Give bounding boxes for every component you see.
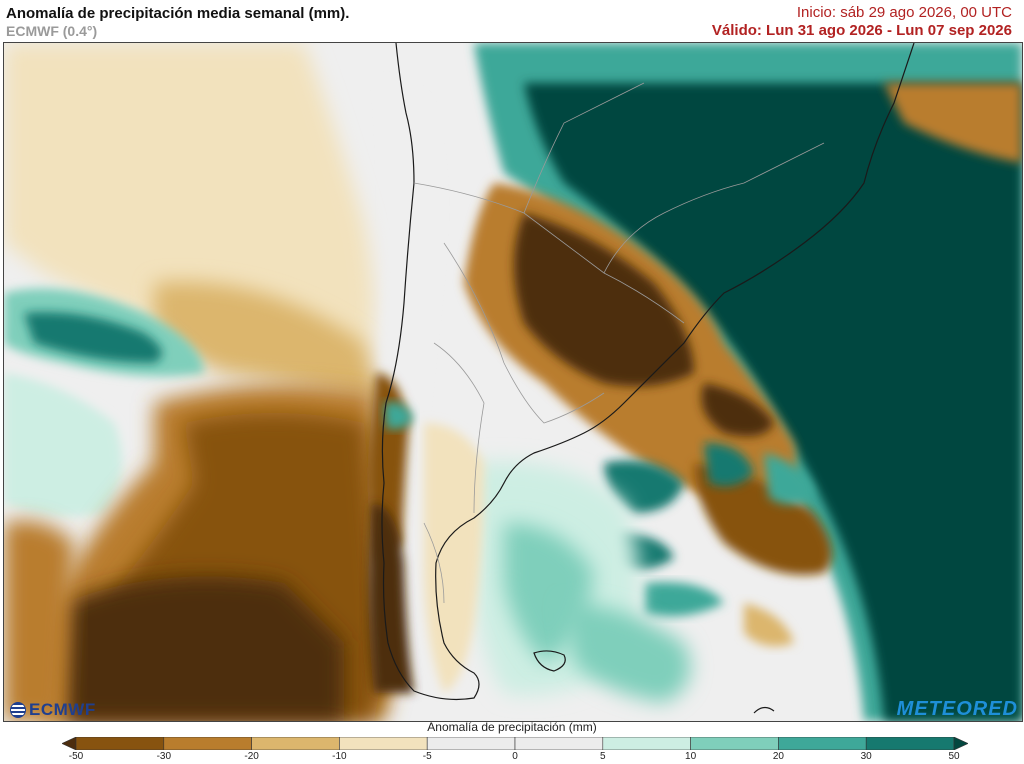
coastlines xyxy=(381,43,915,714)
border-line-6 xyxy=(423,522,445,604)
dry-core-uruguay-coast xyxy=(701,383,774,437)
anomaly-field xyxy=(4,43,1022,721)
map-header: Anomalía de precipitación media semanal … xyxy=(0,0,1024,42)
border-line-2 xyxy=(443,242,605,424)
ecmwf-globe-icon xyxy=(10,701,26,718)
colorbar-segment xyxy=(690,737,779,750)
dry-patch-northeast xyxy=(884,83,1022,163)
colorbar-tick-labels: -50 -30 -20 -10 -5 0 5 10 20 30 50 xyxy=(0,751,1024,764)
wet-patch-chile-coast xyxy=(384,402,414,430)
colorbar-segment xyxy=(339,737,428,750)
colorbar-tick-label: -10 xyxy=(332,751,347,762)
model-label: ECMWF (0.4°) xyxy=(6,23,98,39)
legend-title: Anomalía de precipitación (mm) xyxy=(427,720,597,734)
colorbar-extend-high xyxy=(953,737,968,750)
wet-eddy-5 xyxy=(644,582,724,617)
colorbar-tick-label: 30 xyxy=(860,751,872,762)
wet-core-pacific-west xyxy=(24,312,162,363)
colorbar-tick-label: -5 xyxy=(422,751,432,762)
map-title: Anomalía de precipitación media semanal … xyxy=(6,5,350,22)
colorbar xyxy=(62,737,968,750)
dry-zone-pacific-mid xyxy=(154,281,384,403)
colorbar-tick-label: 5 xyxy=(600,751,606,762)
wet-eddy-3 xyxy=(764,453,814,505)
dry-zone-patagonia-land xyxy=(424,423,484,693)
wet-zone-falklands xyxy=(564,603,691,703)
wet-patch-pacific-southwest xyxy=(4,373,122,517)
colorbar-segment xyxy=(426,737,516,750)
border-line-5 xyxy=(433,342,485,514)
colorbar-segment xyxy=(514,737,604,750)
colorbar-tick-label: 50 xyxy=(948,751,960,762)
colorbar-segment xyxy=(163,737,252,750)
colorbar-segment xyxy=(778,737,867,750)
border-line-3 xyxy=(523,82,645,214)
dry-patch-atlantic-south xyxy=(744,603,794,647)
border-line-1 xyxy=(413,182,685,324)
ecmwf-logo-text: ECMWF xyxy=(29,699,96,719)
map-canvas xyxy=(4,43,1022,721)
wet-eddy-1 xyxy=(604,460,684,513)
very-wet-zone-brazil xyxy=(524,83,1022,721)
colorbar-segment xyxy=(251,737,340,750)
colorbar-tick-label: -50 xyxy=(68,751,84,762)
colorbar-segment xyxy=(602,737,691,750)
precipitation-anomaly-map xyxy=(3,42,1023,722)
colorbar-tick-label: -20 xyxy=(244,751,259,762)
very-dry-pacific-south xyxy=(64,576,344,721)
meteored-logo: METEORED xyxy=(896,698,1018,720)
south-georgia-outline xyxy=(753,706,775,714)
ecmwf-logo: ECMWF xyxy=(6,700,100,719)
country-borders xyxy=(413,82,825,604)
wet-eddy-2 xyxy=(704,443,754,487)
falkland-islands-outline xyxy=(533,650,566,672)
colorbar-tick-label: 0 xyxy=(512,751,518,762)
very-dry-southern-chile xyxy=(368,503,414,693)
colorbar-tick-label: 20 xyxy=(772,751,784,762)
border-line-4 xyxy=(603,142,825,274)
colorbar-tick-label: -30 xyxy=(156,751,172,762)
colorbar-extend-low xyxy=(62,737,77,750)
dry-zone-far-southwest xyxy=(4,520,74,721)
south-america-coastline xyxy=(381,43,915,701)
very-dry-core-paraguay xyxy=(514,213,694,387)
colorbar-tick-label: 10 xyxy=(685,751,697,762)
colorbar-segment xyxy=(865,737,955,750)
colorbar-segment xyxy=(75,737,165,750)
dry-zone-pacific-north xyxy=(4,43,374,363)
dry-patch-atlantic-mid xyxy=(694,463,832,575)
init-time: Inicio: sáb 29 ago 2026, 00 UTC xyxy=(796,4,1012,21)
valid-period: Válido: Lun 31 ago 2026 - Lun 07 sep 202… xyxy=(711,22,1012,39)
